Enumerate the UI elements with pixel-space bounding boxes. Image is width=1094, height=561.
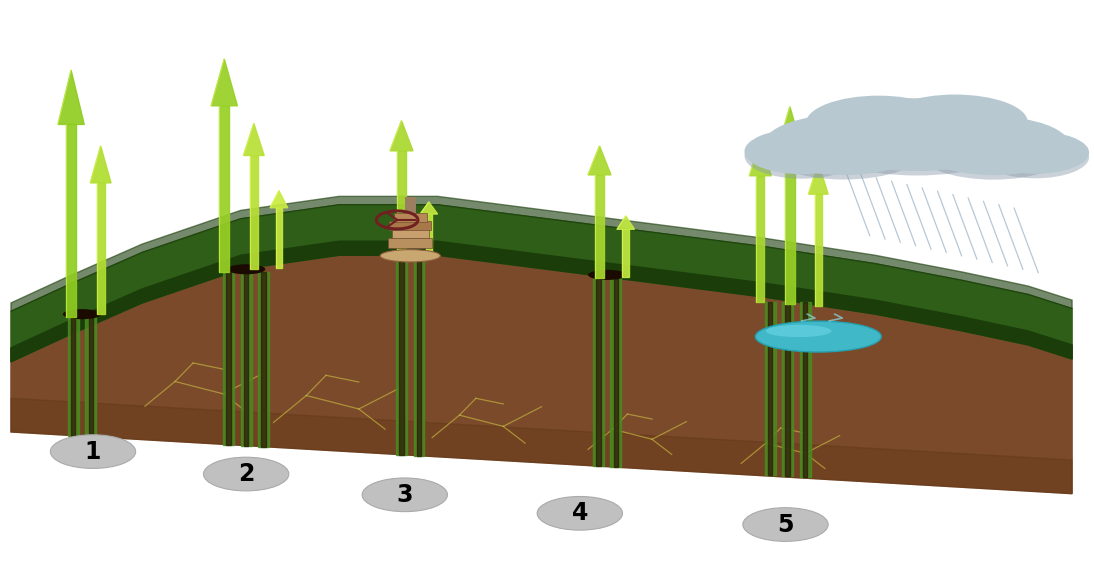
Polygon shape [58,70,84,125]
Polygon shape [96,183,105,314]
Ellipse shape [381,250,440,262]
Polygon shape [389,121,414,151]
Polygon shape [11,398,1072,494]
Polygon shape [11,205,1072,362]
Polygon shape [417,258,421,456]
Polygon shape [90,146,112,183]
Polygon shape [66,125,77,317]
Polygon shape [749,140,771,176]
Bar [392,229,429,238]
Polygon shape [614,278,618,467]
Polygon shape [11,241,1072,362]
Ellipse shape [982,131,1089,174]
Polygon shape [11,255,1072,494]
Ellipse shape [805,100,951,156]
Polygon shape [803,302,807,477]
Polygon shape [71,317,75,436]
Ellipse shape [805,95,951,151]
Ellipse shape [764,119,924,180]
Polygon shape [223,272,234,445]
Ellipse shape [812,98,1022,171]
Polygon shape [765,302,776,475]
Polygon shape [396,258,407,454]
Ellipse shape [755,321,882,352]
Polygon shape [808,163,828,194]
Polygon shape [420,202,438,214]
Polygon shape [270,191,288,208]
Polygon shape [399,258,404,454]
Bar [388,238,432,248]
Ellipse shape [62,309,101,319]
Polygon shape [617,216,635,229]
Polygon shape [800,302,811,477]
Ellipse shape [537,496,622,530]
Text: 3: 3 [396,483,414,507]
Polygon shape [756,176,765,302]
Text: 2: 2 [238,462,254,486]
Polygon shape [244,272,248,446]
Polygon shape [89,317,93,437]
Polygon shape [243,123,265,155]
Polygon shape [593,278,604,466]
Ellipse shape [203,457,289,491]
Polygon shape [610,278,621,467]
Polygon shape [426,214,432,257]
Bar [394,213,427,222]
Polygon shape [622,229,629,277]
Polygon shape [276,208,282,268]
Polygon shape [11,196,1072,311]
Ellipse shape [764,114,924,175]
Ellipse shape [50,435,136,468]
Ellipse shape [766,325,831,337]
Ellipse shape [228,264,266,274]
Polygon shape [782,302,793,476]
Polygon shape [249,155,258,269]
Polygon shape [595,175,604,278]
Text: 4: 4 [572,502,587,525]
Polygon shape [85,317,96,437]
Ellipse shape [917,117,1070,175]
Ellipse shape [589,270,626,280]
Ellipse shape [882,99,1028,155]
Ellipse shape [744,134,860,179]
Polygon shape [785,150,794,304]
Polygon shape [397,151,406,258]
Polygon shape [258,272,269,447]
Text: 1: 1 [85,440,101,463]
Ellipse shape [917,121,1070,180]
Ellipse shape [982,136,1089,178]
Bar [405,197,416,213]
Polygon shape [211,59,237,106]
Ellipse shape [812,103,1022,176]
Ellipse shape [743,508,828,541]
Bar [389,221,431,230]
Ellipse shape [744,128,860,174]
Polygon shape [68,317,79,436]
Polygon shape [219,106,230,272]
Polygon shape [777,107,802,150]
Polygon shape [241,272,252,446]
Ellipse shape [362,478,447,512]
Polygon shape [414,258,424,456]
Ellipse shape [882,95,1028,150]
Polygon shape [785,302,790,476]
Text: 5: 5 [777,513,794,536]
Polygon shape [815,194,822,306]
Polygon shape [226,272,231,445]
Polygon shape [261,272,266,447]
Polygon shape [596,278,601,466]
Polygon shape [589,146,610,175]
Polygon shape [768,302,772,475]
